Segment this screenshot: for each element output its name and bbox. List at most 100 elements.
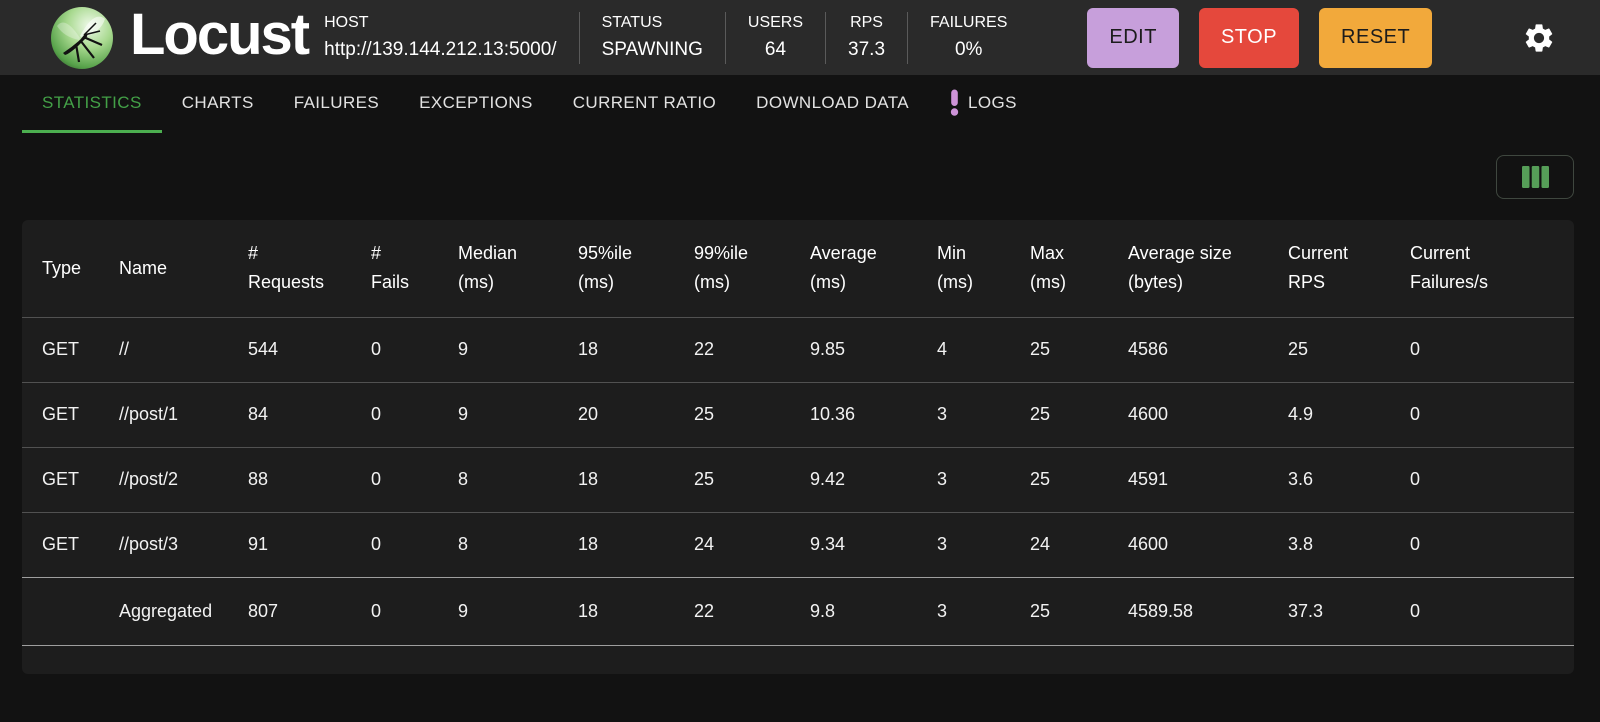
table-cell: 9.34 xyxy=(810,511,937,577)
header-buttons: EDIT STOP RESET xyxy=(1087,7,1433,68)
table-cell: 25 xyxy=(1030,381,1128,447)
tab-logs[interactable]: LOGS xyxy=(929,75,1037,133)
column-header-requests[interactable]: # Requests xyxy=(248,243,325,293)
reset-button[interactable]: RESET xyxy=(1319,7,1433,68)
table-cell: 0 xyxy=(371,511,458,577)
users-value: 64 xyxy=(764,39,787,60)
table-cell xyxy=(22,576,119,646)
table-cell: 9.8 xyxy=(810,576,937,646)
table-cell: 3.8 xyxy=(1288,511,1410,577)
table-header: Type Name # Requests # Fails Median (ms)… xyxy=(22,220,1574,317)
failures-value: 0% xyxy=(954,39,983,60)
column-header-avg-size[interactable]: Average size (bytes) xyxy=(1128,243,1232,293)
column-header-current-rps[interactable]: Current RPS xyxy=(1288,243,1349,293)
table-cell: 8 xyxy=(458,511,578,577)
table-cell: 9.42 xyxy=(810,446,937,512)
table-cell: 9.85 xyxy=(810,316,937,382)
table-toolbar xyxy=(22,155,1574,199)
tab-download-data[interactable]: DOWNLOAD DATA xyxy=(736,75,929,133)
table-cell: 18 xyxy=(578,511,694,577)
table-cell: GET xyxy=(22,511,119,577)
table-cell: 37.3 xyxy=(1288,576,1410,646)
tab-failures[interactable]: FAILURES xyxy=(274,75,399,133)
tab-label: STATISTICS xyxy=(42,92,142,112)
tab-label: CHARTS xyxy=(181,92,254,112)
users-label: USERS xyxy=(747,14,804,31)
table-cell: 25 xyxy=(1288,316,1410,382)
table-cell: //post/3 xyxy=(119,511,248,577)
table-cell: 0 xyxy=(1410,381,1574,447)
table-row: GET//post/3 91 0 8 18 24 9.34 3 24 4600 3.8 0 xyxy=(22,511,1574,577)
tab-label: EXCEPTIONS xyxy=(419,92,533,112)
tab-label: FAILURES xyxy=(293,92,380,112)
status-stat: STATUS SPAWNING xyxy=(580,14,725,61)
table-cell: 9 xyxy=(458,576,578,646)
table-cell: 3 xyxy=(937,511,1030,577)
table-cell: 91 xyxy=(248,511,371,577)
stats-table-body: GET//544 0 9 18 22 9.85 4 25 4586 25 0 GET//post/1 8… xyxy=(22,316,1574,646)
table-cell: 25 xyxy=(694,446,810,512)
table-cell: 4586 xyxy=(1128,316,1288,382)
column-header-name[interactable]: Name xyxy=(119,257,168,278)
column-header-99ile[interactable]: 99%ile (ms) xyxy=(694,243,749,293)
table-cell: 22 xyxy=(694,576,810,646)
edit-button[interactable]: EDIT xyxy=(1087,7,1179,68)
column-header-average[interactable]: Average (ms) xyxy=(810,243,877,293)
column-header-fails[interactable]: # Fails xyxy=(371,243,410,293)
tab-current-ratio[interactable]: CURRENT RATIO xyxy=(553,75,736,133)
table-cell: 25 xyxy=(1030,316,1128,382)
table-cell: 0 xyxy=(1410,446,1574,512)
tab-statistics[interactable]: STATISTICS xyxy=(22,75,162,133)
column-header-max[interactable]: Max (ms) xyxy=(1030,243,1066,293)
table-cell: 807 xyxy=(248,576,371,646)
table-cell: 9 xyxy=(458,316,578,382)
column-selector-button[interactable] xyxy=(1496,155,1574,199)
host-label: HOST xyxy=(324,14,369,31)
table-cell: 0 xyxy=(371,576,458,646)
tab-label: LOGS xyxy=(968,92,1017,112)
column-header-min[interactable]: Min (ms) xyxy=(937,243,973,293)
table-cell: 3.6 xyxy=(1288,446,1410,512)
column-header-current-failures[interactable]: Current Failures/s xyxy=(1410,243,1489,293)
table-cell: 24 xyxy=(1030,511,1128,577)
tab-exceptions[interactable]: EXCEPTIONS xyxy=(399,75,553,133)
settings-button[interactable] xyxy=(1522,21,1556,55)
app-header: Locust HOST http://139.144.212.13:5000/ … xyxy=(0,0,1600,75)
table-cell: 544 xyxy=(248,316,371,382)
table-cell: 25 xyxy=(1030,576,1128,646)
table-cell: 4.9 xyxy=(1288,381,1410,447)
rps-label: RPS xyxy=(850,14,883,31)
locust-logo-icon xyxy=(51,6,113,69)
status-label: STATUS xyxy=(601,14,663,31)
failures-label: FAILURES xyxy=(930,14,1008,31)
column-header-type[interactable]: Type xyxy=(42,257,82,278)
table-cell: 4 xyxy=(937,316,1030,382)
stop-button[interactable]: STOP xyxy=(1198,7,1300,68)
tab-charts[interactable]: CHARTS xyxy=(162,75,274,133)
rps-value: 37.3 xyxy=(848,39,886,60)
table-row: GET//post/1 84 0 9 20 25 10.36 3 25 4600 4.9 0 xyxy=(22,381,1574,447)
column-header-95ile[interactable]: 95%ile (ms) xyxy=(578,243,633,293)
table-cell: // xyxy=(119,316,248,382)
table-cell: GET xyxy=(22,446,119,512)
header-divider xyxy=(724,11,726,64)
rps-stat: RPS 37.3 xyxy=(826,14,907,61)
table-cell: 18 xyxy=(578,446,694,512)
host-url: http://139.144.212.13:5000/ xyxy=(324,39,557,60)
header-divider xyxy=(578,11,580,64)
table-cell: 3 xyxy=(937,576,1030,646)
tab-label: CURRENT RATIO xyxy=(572,92,717,112)
table-cell: 10.36 xyxy=(810,381,937,447)
table-cell: Aggregated xyxy=(119,576,248,646)
table-cell: 3 xyxy=(937,381,1030,447)
table-cell: 4591 xyxy=(1128,446,1288,512)
table-cell: 4589.58 xyxy=(1128,576,1288,646)
column-header-median[interactable]: Median (ms) xyxy=(458,243,518,293)
table-cell: 0 xyxy=(1410,316,1574,382)
header-divider xyxy=(907,11,909,64)
table-cell: 8 xyxy=(458,446,578,512)
tab-bar: STATISTICS CHARTS FAILURES EXCEPTIONS CU… xyxy=(0,75,1600,133)
priority-high-icon xyxy=(950,89,959,116)
table-cell: 4600 xyxy=(1128,381,1288,447)
table-total-row: Aggregated 807 0 9 18 22 9.8 3 25 4589.58 37.3 0 xyxy=(22,576,1574,646)
